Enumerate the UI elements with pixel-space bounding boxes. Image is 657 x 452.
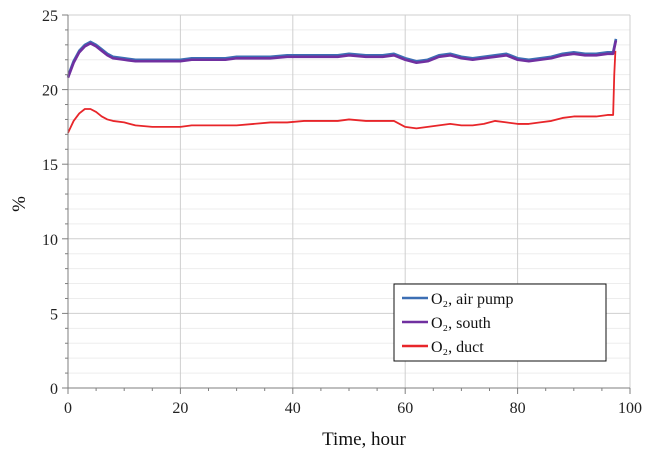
legend: O₂, air pump O₂, south O₂, duct [393, 283, 607, 362]
series-line-2 [67, 50, 617, 134]
y-tick-label: 5 [50, 306, 58, 323]
series-layer [66, 38, 618, 134]
y-tick-label: 0 [50, 381, 58, 398]
x-tick-label: 0 [64, 400, 72, 417]
x-tick-label: 40 [285, 400, 301, 417]
y-axis-title: % [9, 196, 30, 212]
y-tick-label: 20 [42, 83, 58, 100]
legend-box [393, 283, 607, 362]
y-tick-label: 25 [42, 8, 58, 25]
y-tick-label: 10 [42, 232, 58, 249]
tick-label-layer: 0 5 10 15 20 25 0 20 40 60 80 100 [42, 8, 642, 417]
x-tick-label: 20 [172, 400, 188, 417]
y-tick-label: 15 [42, 157, 58, 174]
legend-label-duct: O₂, duct [431, 339, 484, 356]
x-axis-title: Time, hour [322, 429, 406, 450]
legend-label-south: O₂, south [431, 315, 491, 332]
x-tick-label: 100 [618, 400, 642, 417]
x-tick-label: 80 [510, 400, 526, 417]
series-line-0 [66, 38, 618, 77]
series-line-1 [66, 40, 618, 79]
legend-label-air-pump: O₂, air pump [431, 291, 513, 308]
axis-layer [62, 14, 631, 394]
x-tick-label: 60 [397, 400, 413, 417]
grid-layer [68, 14, 631, 388]
